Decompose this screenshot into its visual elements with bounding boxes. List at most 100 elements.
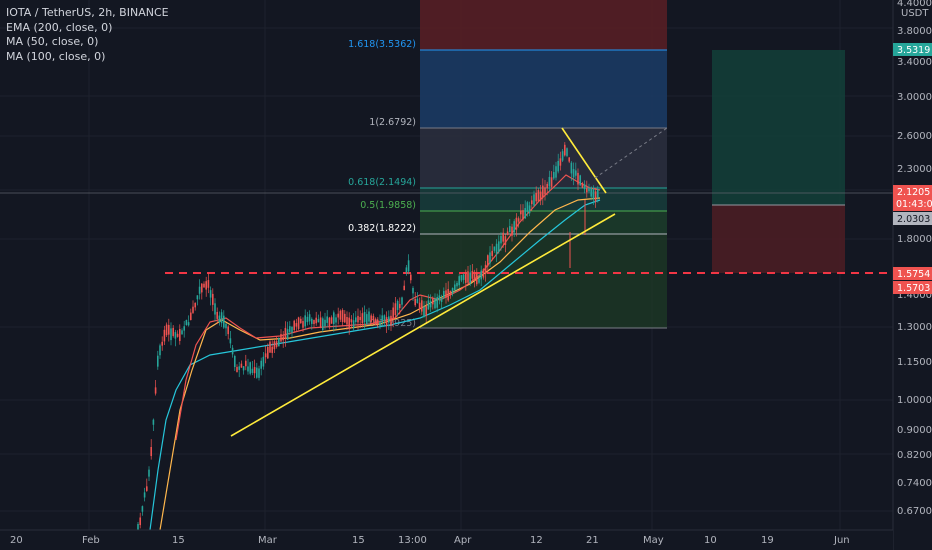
candle-body	[445, 290, 447, 298]
candle-body	[322, 318, 324, 331]
candles	[137, 142, 599, 535]
price-tick: 1.0000	[897, 395, 932, 406]
ascending-trendline[interactable]	[230, 213, 616, 437]
candle-body	[550, 177, 553, 187]
candle-body	[456, 282, 458, 287]
candle-body	[179, 329, 181, 341]
candle-body	[260, 360, 262, 369]
candle-body	[146, 486, 148, 491]
price-tick: 2.3000	[897, 164, 932, 175]
chart-legend: IOTA / TetherUS, 2h, BINANCE EMA (200, c…	[6, 6, 169, 64]
candle-body	[289, 326, 291, 332]
candle-body	[491, 250, 493, 256]
indicator-ma100[interactable]: MA (100, close, 0)	[6, 49, 106, 63]
candle-body	[416, 298, 419, 304]
price-tick: 3.8000	[897, 26, 932, 37]
time-tick: Feb	[82, 535, 100, 546]
candle-body	[458, 276, 460, 286]
candle-body	[533, 194, 535, 206]
candle-body	[482, 269, 485, 278]
candle-body	[357, 315, 359, 323]
candle-body	[467, 271, 469, 283]
candle-body	[306, 316, 309, 323]
candle-body	[537, 190, 540, 202]
candle-body	[465, 273, 467, 283]
time-tick: 12	[530, 535, 543, 546]
long-position-tool[interactable]	[712, 50, 845, 273]
candle-body	[168, 324, 170, 335]
badge-stop: 2.0303	[897, 214, 930, 225]
candle-body	[170, 328, 172, 341]
candle-body	[317, 319, 320, 323]
candle-body	[581, 182, 584, 188]
indicator-ema200[interactable]: EMA (200, close, 0)	[6, 20, 113, 34]
symbol-title[interactable]: IOTA / TetherUS, 2h, BINANCE	[6, 6, 169, 19]
candle-body	[544, 187, 546, 195]
fib-zone-top	[420, 0, 667, 50]
candle-body	[570, 162, 573, 174]
candle-body	[341, 310, 344, 323]
candle-body	[262, 356, 265, 367]
candle-body	[577, 172, 579, 185]
candle-body	[539, 191, 542, 201]
candle-body	[436, 297, 438, 308]
price-tick: 3.0000	[897, 92, 932, 103]
candle-body	[407, 260, 410, 272]
candle-body	[469, 272, 471, 284]
candle-body	[249, 362, 251, 374]
candle-body	[311, 318, 313, 324]
candle-body	[471, 271, 474, 279]
candle-body	[280, 334, 282, 342]
candle-body	[432, 298, 434, 305]
badge-last-price: 2.1205	[897, 187, 930, 198]
fib-label-1618: 1.618(3.5362)	[348, 39, 416, 50]
candle-body	[220, 312, 223, 324]
candle-body	[381, 315, 383, 323]
badge-countdown: 01:43:00	[896, 199, 932, 210]
time-tick: 15	[172, 535, 185, 546]
candle-body	[366, 314, 368, 325]
candle-body	[150, 446, 152, 457]
candle-body	[394, 303, 397, 316]
candle-body	[396, 301, 399, 310]
time-tick: 19	[761, 535, 774, 546]
candle-body	[524, 208, 526, 219]
candle-body	[253, 367, 256, 374]
candle-body	[594, 191, 597, 202]
candle-body	[434, 298, 436, 309]
candle-body	[218, 315, 221, 323]
candle-body	[553, 172, 555, 179]
axis-currency: USDT	[901, 8, 929, 19]
time-tick: Apr	[454, 535, 472, 546]
candle-body	[344, 313, 346, 323]
candle-body	[139, 517, 141, 526]
candle-body	[337, 313, 339, 318]
fib-label-1: 1(2.6792)	[369, 117, 416, 128]
candle-body	[328, 317, 331, 326]
candle-body	[335, 317, 337, 323]
candle-body	[183, 326, 185, 331]
candle-body	[405, 267, 408, 273]
price-tick: 0.9000	[897, 425, 932, 436]
candle-body	[557, 160, 559, 172]
price-ticks: 3.8000 3.4000 3.0000 2.6000 2.3000 1.800…	[897, 26, 932, 517]
candle-body	[143, 492, 146, 498]
indicator-ma50[interactable]: MA (50, close, 0)	[6, 35, 99, 48]
candle-body	[388, 316, 390, 323]
fib-zone-05	[420, 211, 667, 234]
fib-zone-0618	[420, 188, 667, 211]
candle-body	[374, 318, 377, 325]
candle-body	[278, 338, 280, 347]
descending-trendline[interactable]	[561, 127, 607, 194]
candle-body	[385, 317, 388, 326]
fib-retracement-tool[interactable]: 1.618(3.5362) 1(2.6792) 0.618(2.1494) 0.…	[348, 0, 667, 329]
candle-body	[271, 346, 273, 353]
candle-body	[291, 327, 293, 333]
candle-body	[267, 347, 269, 359]
candle-body	[403, 285, 405, 291]
candle-body	[504, 236, 507, 245]
candle-body	[535, 192, 537, 202]
candle-body	[205, 281, 207, 290]
time-axis[interactable]	[0, 530, 893, 550]
